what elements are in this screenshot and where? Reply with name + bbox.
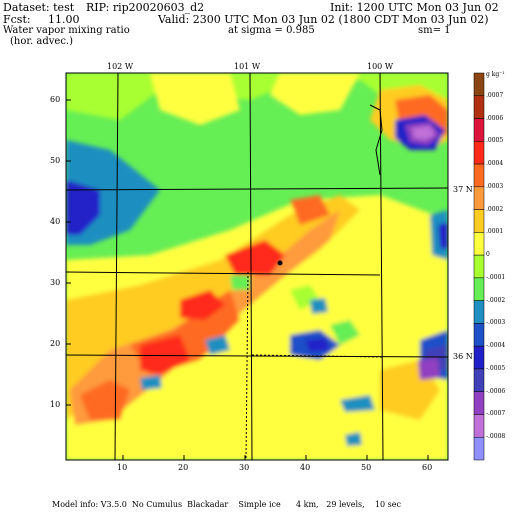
colorbar-level-label: -.0006 [486,387,506,395]
x-tick-label: 30 [239,463,250,472]
colorbar-level-label: -.0002 [486,296,506,304]
fcst-label: Fcst: [3,13,31,26]
colorbar-swatch [473,232,485,256]
colorbar-level-label: .0001 [486,228,504,236]
smoothing-label: sm= 1 [418,25,451,36]
dataset-label: Dataset: test [3,1,75,14]
y-tick-label: 40 [50,217,61,226]
rip-label: RIP: rip20020603_d2 [86,1,205,14]
x-tick-label: 50 [361,463,372,472]
colorbar-level-label: -.0003 [486,319,506,327]
colorbar-swatch [473,118,485,142]
colorbar-swatch [473,141,485,165]
lat-label-36n: 36 N [453,352,473,361]
colorbar-level-label: -.0007 [486,410,506,418]
colorbar-swatch [473,72,485,97]
colorbar-unit-label: g kg⁻¹ [486,71,505,78]
y-tick-label: 50 [50,156,61,165]
colorbar-swatch [473,277,485,301]
colorbar-swatch [473,254,485,279]
colorbar-swatch [473,436,485,461]
lon-label-101w: 101 W [234,62,261,71]
colorbar-level-label: -.0008 [486,433,506,441]
valid-label: Valid: 2300 UTC Mon 03 Jun 02 (1800 CDT … [158,13,489,26]
field-shading [66,73,448,460]
colorbar-level-label: .0006 [486,114,504,122]
colorbar-swatch [473,95,485,119]
colorbar-level-label: 0 [486,251,490,259]
x-tick-label: 10 [117,463,128,472]
colorbar-level-label: -.0001 [486,273,506,281]
colorbar-swatch [473,414,485,438]
colorbar-level-label: .0007 [486,91,504,99]
y-tick-label: 10 [50,400,61,409]
colorbar-swatch [473,186,485,210]
colorbar-swatch [473,323,485,347]
field-description: (hor. advec.) [10,36,74,47]
colorbar-swatch [473,391,485,415]
colorbar-swatch [473,300,485,324]
y-tick-label: 30 [50,278,61,287]
x-tick-label: 60 [422,463,433,472]
x-tick-label: 40 [300,463,311,472]
lon-label-100w: 100 W [367,62,394,71]
field-name: Water vapor mixing ratio [3,25,130,36]
fcst-value: 11.00 [48,13,80,26]
y-tick-label: 60 [50,95,61,104]
x-tick-label: 20 [178,463,189,472]
colorbar-level-label: -.0005 [486,364,506,372]
colorbar-swatch [473,345,485,370]
colorbar-swatch [473,163,485,188]
colorbar-swatch [473,209,485,233]
colorbar-level-label: .0002 [486,205,504,213]
colorbar-swatch [473,368,485,392]
model-info-footer: Model info: V3.5.0 No Cumulus Blackadar … [52,500,401,509]
colorbar-level-label: -.0004 [486,342,506,350]
lat-label-37n: 37 N [453,185,473,194]
y-tick-label: 20 [50,339,61,348]
colorbar [473,72,485,461]
colorbar-level-label: .0003 [486,182,504,190]
init-label: Init: 1200 UTC Mon 03 Jun 02 [330,1,499,14]
colorbar-level-label: .0004 [486,160,504,168]
sigma-label: at sigma = 0.985 [228,25,315,36]
lon-label-102w: 102 W [107,62,134,71]
colorbar-level-label: .0005 [486,137,504,145]
